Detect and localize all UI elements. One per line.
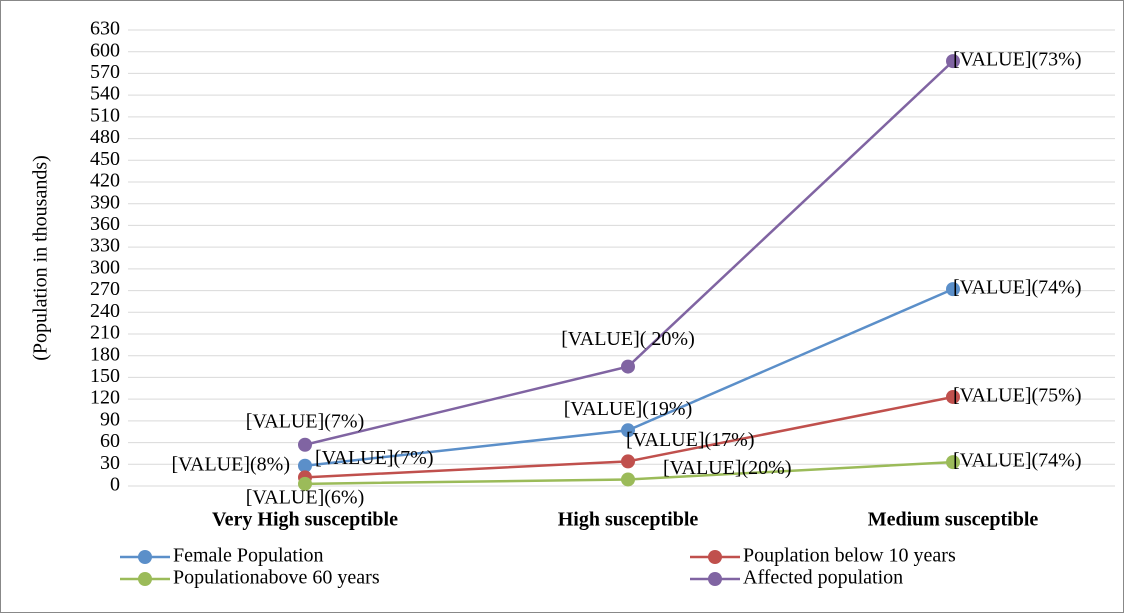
data-point bbox=[621, 472, 635, 487]
y-tick-label: 540 bbox=[90, 83, 120, 105]
y-tick-label: 270 bbox=[90, 278, 120, 300]
x-tick-label: Very High susceptible bbox=[212, 509, 398, 531]
data-label: [VALUE](19%) bbox=[564, 398, 693, 420]
y-tick-label: 630 bbox=[90, 18, 120, 40]
data-label: [VALUE](8%) bbox=[172, 453, 291, 475]
legend-marker bbox=[138, 572, 152, 586]
y-tick-label: 60 bbox=[100, 430, 120, 452]
y-tick-label: 420 bbox=[90, 170, 120, 192]
data-point bbox=[946, 455, 960, 470]
data-point bbox=[621, 423, 635, 438]
legend-label: Pouplation below 10 years bbox=[743, 545, 956, 567]
data-label: [VALUE](75%) bbox=[953, 385, 1082, 407]
x-tick-label: Medium susceptible bbox=[868, 509, 1039, 531]
data-label: [VALUE](74%) bbox=[953, 277, 1082, 299]
data-label: [VALUE](74%) bbox=[953, 450, 1082, 472]
legend-marker bbox=[708, 572, 722, 586]
legend-marker bbox=[708, 550, 722, 564]
data-label: [VALUE](7%) bbox=[315, 447, 434, 469]
y-tick-label: 0 bbox=[110, 474, 120, 496]
data-point bbox=[298, 437, 312, 452]
y-axis-label: (Population in thousands) bbox=[30, 155, 52, 361]
y-tick-label: 390 bbox=[90, 191, 120, 213]
data-point bbox=[946, 282, 960, 297]
y-tick-label: 180 bbox=[90, 343, 120, 365]
legend-label: Female Population bbox=[173, 545, 324, 567]
y-tick-label: 30 bbox=[100, 452, 120, 474]
data-point bbox=[621, 359, 635, 374]
y-tick-label: 570 bbox=[90, 61, 120, 83]
legend-marker bbox=[138, 550, 152, 564]
y-tick-label: 210 bbox=[90, 322, 120, 344]
legend-label: Populationabove 60 years bbox=[173, 567, 380, 589]
x-tick-label: High susceptible bbox=[558, 509, 699, 531]
data-label: [VALUE]( 20%) bbox=[561, 328, 695, 350]
y-tick-label: 600 bbox=[90, 39, 120, 61]
data-label: [VALUE](7%) bbox=[246, 410, 365, 432]
data-point bbox=[298, 476, 312, 491]
y-tick-label: 240 bbox=[90, 300, 120, 322]
data-point bbox=[621, 454, 635, 469]
data-label: [VALUE](20%) bbox=[663, 457, 792, 479]
y-tick-label: 450 bbox=[90, 148, 120, 170]
y-tick-label: 510 bbox=[90, 104, 120, 126]
data-point bbox=[298, 458, 312, 473]
legend-label: Affected population bbox=[743, 567, 903, 589]
y-tick-label: 330 bbox=[90, 235, 120, 257]
data-label: [VALUE](6%) bbox=[246, 486, 365, 508]
data-label: [VALUE](73%) bbox=[953, 49, 1082, 71]
data-point bbox=[946, 54, 960, 69]
y-tick-label: 480 bbox=[90, 126, 120, 148]
y-tick-label: 360 bbox=[90, 213, 120, 235]
y-tick-label: 120 bbox=[90, 387, 120, 409]
y-tick-label: 150 bbox=[90, 365, 120, 387]
y-tick-label: 90 bbox=[100, 408, 120, 430]
y-tick-label: 300 bbox=[90, 256, 120, 278]
data-point bbox=[946, 389, 960, 404]
data-label: [VALUE](17%) bbox=[626, 429, 755, 451]
